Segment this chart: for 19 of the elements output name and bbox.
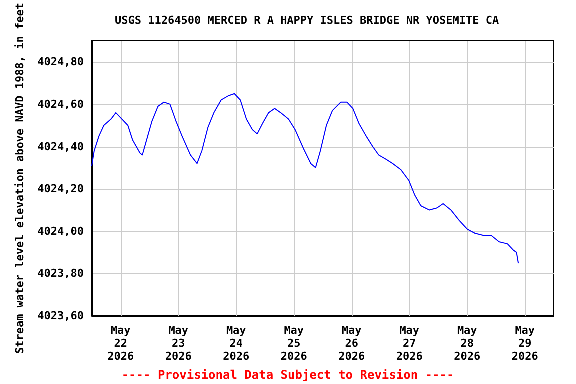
y-tick-label: 4024,00 [38,224,84,238]
x-tick-label: May 24 2026 [223,324,250,363]
chart-title: USGS 11264500 MERCED R A HAPPY ISLES BRIDGE NR YOSEMITE CA [115,14,500,27]
text: ---- Provisional Data Subject to Revision ---- [122,368,454,382]
line-series [92,93,520,264]
y-tick-label: 4024,20 [38,182,84,196]
x-tick-label: May 23 2026 [165,324,192,363]
y-tick-label: 4024,60 [38,98,84,111]
y-tick-label: 4024,40 [38,140,84,154]
x-tick-label: May 22 2026 [108,324,134,363]
y-tick-label: 4023,60 [38,310,84,322]
y-tick-label: 4023,80 [38,267,84,280]
y-axis-title: Stream water level elevation above NAVD 1988, in feet [14,3,27,354]
x-tick-label: May 27 2026 [396,324,424,363]
x-tick-label: May 26 2026 [338,324,366,363]
x-tick-label: May 25 2026 [280,324,308,363]
x-tick-label: May 29 2026 [512,324,539,363]
y-tick-label: 4024,80 [38,56,84,69]
x-tick-label: May 28 2026 [454,324,481,363]
